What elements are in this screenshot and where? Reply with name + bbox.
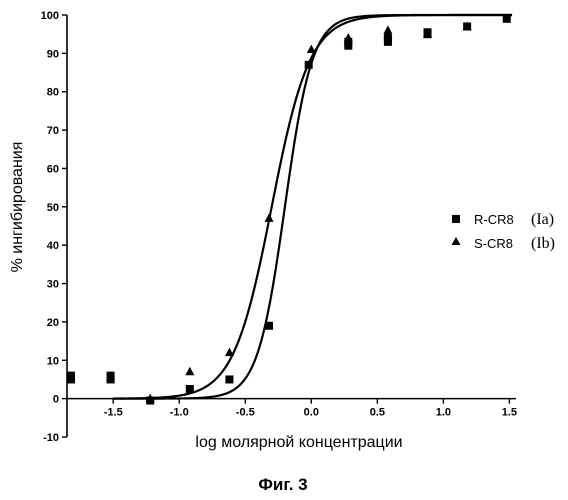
data-points [66,15,510,405]
y-tick-label: 0 [53,394,59,406]
data-point-s-cr8 [265,213,274,222]
x-tick-label: -1.5 [104,407,123,419]
x-axis-label: log молярной концентрации [195,434,402,451]
x-tick-label: 1.0 [436,407,451,419]
y-tick-label: 40 [47,240,59,252]
y-tick-label: 70 [47,125,59,137]
y-tick-label: 20 [47,317,59,329]
y-axis-label: % ингибирования [9,142,26,273]
data-point-r-cr8 [265,322,273,330]
fit-curve-r-cr8 [113,15,512,399]
x-tick-label: -1.0 [170,407,189,419]
x-tick-label: 0.0 [304,407,319,419]
y-tick-label: 50 [47,202,59,214]
legend-marker-triangle [452,237,461,245]
y-tick-label: 80 [47,87,59,99]
legend-id-r-cr8: (Ia) [531,211,554,228]
data-point-s-cr8 [383,25,392,34]
legend: R-CR8 (Ia) S-CR8 (Ib) [452,211,555,252]
data-point-s-cr8 [307,45,316,54]
y-ticks: -10 0 10 20 30 40 50 60 70 80 90 100 [41,10,67,444]
x-ticks: -1.5 -1.0 -0.5 0.0 0.5 1.0 1.5 [104,399,517,419]
y-tick-label: 90 [47,48,59,60]
data-point-r-cr8 [225,375,233,383]
legend-id-s-cr8: (Ib) [531,235,555,252]
y-tick-label: 10 [47,355,59,367]
axes [67,15,516,437]
data-point-r-cr8 [186,385,194,393]
data-point-s-cr8 [185,367,194,376]
y-tick-label: 30 [47,279,59,291]
y-tick-label: 60 [47,163,59,175]
legend-marker-square [452,215,460,223]
x-tick-label: 1.5 [502,407,517,419]
legend-label-r-cr8: R-CR8 [474,212,514,227]
figure-caption: Фиг. 3 [258,475,307,494]
y-tick-label: -10 [43,432,59,444]
y-tick-label: 100 [41,10,59,22]
fit-curve-s-cr8 [113,15,512,399]
legend-label-s-cr8: S-CR8 [474,236,513,251]
data-point-r-cr8 [305,61,313,69]
fit-curves [113,15,512,399]
x-tick-label: 0.5 [370,407,385,419]
x-tick-label: -0.5 [236,407,255,419]
data-point-r-cr8 [503,15,511,23]
data-point-s-cr8 [225,348,234,357]
